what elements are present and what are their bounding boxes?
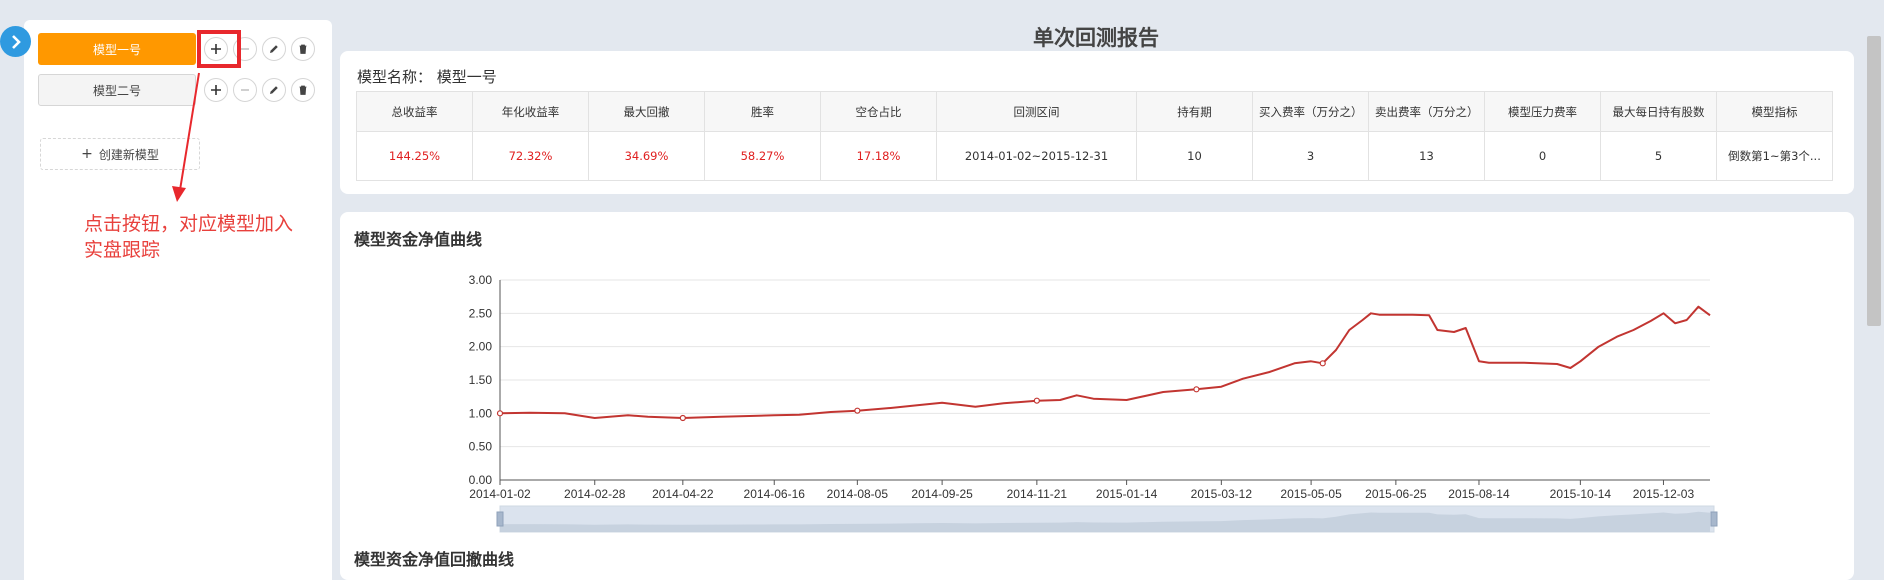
create-model-label: 创建新模型 — [98, 147, 159, 162]
value-holding-period: 10 — [1136, 131, 1253, 181]
nav-chart-title: 模型资金净值曲线 — [354, 230, 483, 249]
y-tick-label: 0.00 — [469, 473, 493, 487]
y-tick-label: 1.00 — [469, 406, 493, 420]
remove-button-2[interactable] — [233, 78, 257, 102]
header-annual-return: 年化收益率 — [472, 91, 589, 132]
x-tick-label: 2015-10-14 — [1550, 487, 1612, 501]
create-model-button[interactable]: + 创建新模型 — [40, 138, 200, 170]
x-tick-label: 2014-02-28 — [564, 487, 626, 501]
chevron-right-icon — [11, 34, 21, 49]
y-tick-label: 2.50 — [469, 306, 493, 320]
model-button-1[interactable]: 模型一号 — [38, 33, 196, 65]
add-to-live-button-2[interactable] — [204, 78, 228, 102]
nav-series-line — [499, 305, 1711, 419]
x-tick-label: 2015-12-03 — [1633, 487, 1695, 501]
value-backtest-range: 2014-01-02~2015-12-31 — [936, 131, 1137, 181]
plus-icon: + — [81, 146, 93, 162]
add-to-live-button-1[interactable] — [204, 37, 228, 61]
value-empty-ratio: 17.18% — [820, 131, 937, 181]
drawdown-chart-title: 模型资金净值回撤曲线 — [354, 550, 515, 569]
nav-data-point — [496, 410, 504, 417]
value-annual-return: 72.32% — [472, 131, 589, 181]
annotation-line-1: 点击按钮，对应模型加入 — [84, 213, 294, 235]
header-pressure-fee: 模型压力费率 — [1484, 91, 1601, 132]
value-sell-fee: 13 — [1368, 131, 1485, 181]
nav-data-point — [679, 414, 686, 422]
y-tick-label: 1.50 — [469, 373, 493, 387]
model-name: 模型名称： 模型一号 — [357, 66, 497, 87]
y-tick-label: 2.00 — [469, 340, 493, 354]
value-total-return: 144.25% — [356, 131, 473, 181]
y-tick-label: 0.50 — [469, 440, 493, 454]
model-row-2: 模型二号 — [38, 74, 315, 106]
report-summary-card: 模型名称： 模型一号 总收益率 年化收益率 最大回撤 胜率 空仓占比 回测区间 … — [340, 51, 1854, 194]
nav-chart: 0.00 0.50 1.00 1.50 2.00 2.50 3.00 2014-01-02 20… — [469, 273, 1718, 533]
header-max-drawdown: 最大回撤 — [588, 91, 705, 132]
trash-icon — [299, 44, 307, 54]
nav-data-point — [1319, 360, 1326, 367]
x-tick-label: 2015-03-12 — [1191, 487, 1253, 501]
header-sell-fee: 卖出费率（万分之） — [1368, 91, 1485, 132]
edit-button-1[interactable] — [262, 37, 286, 61]
nav-data-point — [1193, 386, 1200, 393]
stats-value-row: 144.25% 72.32% 34.69% 58.27% 17.18% 2014… — [356, 131, 1833, 181]
annotation-highlight-box — [197, 30, 241, 68]
x-tick-label: 2014-08-05 — [827, 487, 889, 501]
value-max-drawdown: 34.69% — [588, 131, 705, 181]
x-tick-label: 2015-05-05 — [1280, 487, 1342, 501]
expand-sidebar-button[interactable] — [0, 26, 31, 57]
plus-icon — [211, 44, 221, 54]
header-max-daily-stocks: 最大每日持有股数 — [1600, 91, 1717, 132]
x-tick-label: 2014-04-22 — [652, 487, 714, 501]
header-buy-fee: 买入费率（万分之） — [1252, 91, 1369, 132]
header-model-indicator: 模型指标 — [1716, 91, 1833, 132]
x-tick-label: 2014-09-25 — [911, 487, 973, 501]
model-row-1: 模型一号 — [38, 33, 315, 65]
x-tick-label: 2015-08-14 — [1448, 487, 1510, 501]
x-tick-label: 2014-06-16 — [744, 487, 806, 501]
model-sidebar: 模型一号 模型二号 + 创建新模型 — [24, 20, 332, 580]
delete-button-1[interactable] — [291, 37, 315, 61]
value-win-rate: 58.27% — [704, 131, 821, 181]
page-title: 单次回测报告 — [1033, 26, 1159, 50]
x-tick-label: 2014-01-02 — [469, 487, 531, 501]
stats-header-row: 总收益率 年化收益率 最大回撤 胜率 空仓占比 回测区间 持有期 买入费率（万分… — [356, 91, 1833, 132]
pencil-icon — [270, 45, 278, 53]
value-buy-fee: 3 — [1252, 131, 1369, 181]
datazoom-preview — [500, 511, 1710, 532]
nav-chart-card: 模型资金净值曲线 0.00 0.50 1.00 1.50 2.00 2.50 3.00 201… — [340, 212, 1854, 580]
header-empty-ratio: 空仓占比 — [820, 91, 937, 132]
delete-button-2[interactable] — [291, 78, 315, 102]
nav-data-point — [1033, 397, 1040, 404]
value-model-indicator[interactable]: 倒数第1~第3个... — [1716, 131, 1833, 181]
annotation-line-2: 实盘跟踪 — [84, 239, 161, 261]
edit-button-2[interactable] — [262, 78, 286, 102]
stats-table: 总收益率 年化收益率 最大回撤 胜率 空仓占比 回测区间 持有期 买入费率（万分… — [356, 91, 1833, 181]
x-tick-label: 2015-01-14 — [1096, 487, 1158, 501]
minus-icon — [241, 48, 249, 50]
header-win-rate: 胜率 — [704, 91, 821, 132]
y-tick-label: 3.00 — [469, 273, 493, 287]
plus-icon — [211, 85, 221, 95]
annotation-text: 点击按钮，对应模型加入 实盘跟踪 — [84, 211, 324, 263]
model-button-2[interactable]: 模型二号 — [38, 74, 196, 106]
value-pressure-fee: 0 — [1484, 131, 1601, 181]
nav-data-point — [854, 407, 861, 414]
datazoom-handle-left — [496, 511, 504, 527]
x-tick-label: 2014-11-21 — [1007, 487, 1068, 501]
value-max-daily-stocks: 5 — [1600, 131, 1717, 181]
datazoom-handle-right — [1710, 511, 1718, 527]
trash-icon — [299, 85, 307, 95]
header-backtest-range: 回测区间 — [936, 91, 1137, 132]
model-name-value: 模型一号 — [436, 68, 497, 86]
page-scrollbar[interactable] — [1867, 36, 1881, 326]
model-name-label: 模型名称： — [357, 68, 433, 86]
minus-icon — [241, 89, 249, 91]
pencil-icon — [270, 86, 278, 94]
header-total-return: 总收益率 — [356, 91, 473, 132]
x-tick-label: 2015-06-25 — [1365, 487, 1427, 501]
header-holding-period: 持有期 — [1136, 91, 1253, 132]
